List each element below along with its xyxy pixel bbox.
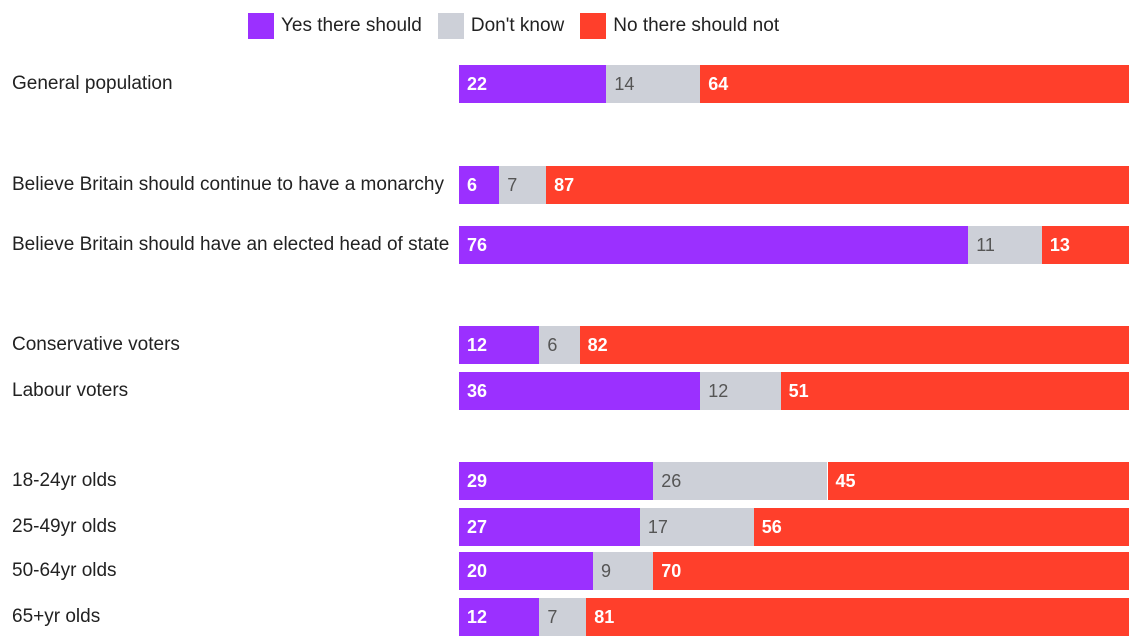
data-label-yes-age-50-64: 20 (459, 561, 487, 582)
data-label-no-age-25-49: 56 (754, 517, 782, 538)
bar-dont-know-age-50-64: 9 (593, 552, 653, 590)
data-label-no-general-population: 64 (700, 74, 728, 95)
data-label-dont-know-elected-head-supporters: 11 (968, 235, 995, 256)
data-label-no-age-18-24: 45 (828, 471, 856, 492)
bar-yes-labour-voters: 36 (459, 372, 700, 410)
row-label-general-population: General population (12, 71, 452, 97)
bar-yes-elected-head-supporters: 76 (459, 226, 968, 264)
row-label-labour-voters: Labour voters (12, 378, 452, 404)
bar-yes-age-65-plus: 12 (459, 598, 539, 636)
row-label-monarchy-supporters: Believe Britain should continue to have … (12, 172, 452, 198)
row-label-age-65-plus: 65+yr olds (12, 604, 452, 630)
row-label-age-50-64: 50-64yr olds (12, 558, 452, 584)
data-label-no-conservative-voters: 82 (580, 335, 608, 356)
data-label-yes-general-population: 22 (459, 74, 487, 95)
bar-yes-general-population: 22 (459, 65, 606, 103)
data-label-yes-monarchy-supporters: 6 (459, 175, 477, 196)
bar-dont-know-age-65-plus: 7 (539, 598, 586, 636)
row-label-conservative-voters: Conservative voters (12, 332, 452, 358)
data-label-yes-conservative-voters: 12 (459, 335, 487, 356)
bar-dont-know-general-population: 14 (606, 65, 700, 103)
bar-no-age-65-plus: 81 (586, 598, 1129, 636)
data-label-dont-know-general-population: 14 (606, 74, 634, 95)
data-label-yes-age-25-49: 27 (459, 517, 487, 538)
data-label-no-labour-voters: 51 (781, 381, 809, 402)
bar-yes-monarchy-supporters: 6 (459, 166, 499, 204)
row-label-age-25-49: 25-49yr olds (12, 514, 452, 540)
data-label-dont-know-age-18-24: 26 (653, 471, 681, 492)
bar-no-age-18-24: 45 (828, 462, 1129, 500)
bar-no-age-25-49: 56 (754, 508, 1129, 546)
row-label-age-18-24: 18-24yr olds (12, 468, 452, 494)
row-label-elected-head-supporters: Believe Britain should have an elected h… (12, 232, 452, 258)
data-label-dont-know-conservative-voters: 6 (539, 335, 557, 356)
data-label-dont-know-age-25-49: 17 (640, 517, 668, 538)
bar-dont-know-monarchy-supporters: 7 (499, 166, 546, 204)
bar-yes-age-18-24: 29 (459, 462, 653, 500)
bar-no-general-population: 64 (700, 65, 1129, 103)
bar-yes-age-25-49: 27 (459, 508, 640, 546)
bar-yes-age-50-64: 20 (459, 552, 593, 590)
bar-dont-know-elected-head-supporters: 11 (968, 226, 1042, 264)
data-label-dont-know-age-50-64: 9 (593, 561, 611, 582)
data-label-no-elected-head-supporters: 13 (1042, 235, 1070, 256)
bar-dont-know-conservative-voters: 6 (539, 326, 579, 364)
data-label-dont-know-monarchy-supporters: 7 (499, 175, 517, 196)
data-label-dont-know-age-65-plus: 7 (539, 607, 557, 628)
data-label-no-age-65-plus: 81 (586, 607, 614, 628)
bar-dont-know-age-25-49: 17 (640, 508, 754, 546)
data-label-dont-know-labour-voters: 12 (700, 381, 728, 402)
bar-no-age-50-64: 70 (653, 552, 1129, 590)
bar-no-conservative-voters: 82 (580, 326, 1129, 364)
data-label-yes-age-65-plus: 12 (459, 607, 487, 628)
data-label-no-monarchy-supporters: 87 (546, 175, 574, 196)
bar-dont-know-age-18-24: 26 (653, 462, 827, 500)
data-label-yes-age-18-24: 29 (459, 471, 487, 492)
bar-no-elected-head-supporters: 13 (1042, 226, 1129, 264)
data-label-no-age-50-64: 70 (653, 561, 681, 582)
bar-dont-know-labour-voters: 12 (700, 372, 780, 410)
data-label-yes-labour-voters: 36 (459, 381, 487, 402)
bar-no-monarchy-supporters: 87 (546, 166, 1129, 204)
bar-no-labour-voters: 51 (781, 372, 1129, 410)
bar-yes-conservative-voters: 12 (459, 326, 539, 364)
data-label-yes-elected-head-supporters: 76 (459, 235, 487, 256)
